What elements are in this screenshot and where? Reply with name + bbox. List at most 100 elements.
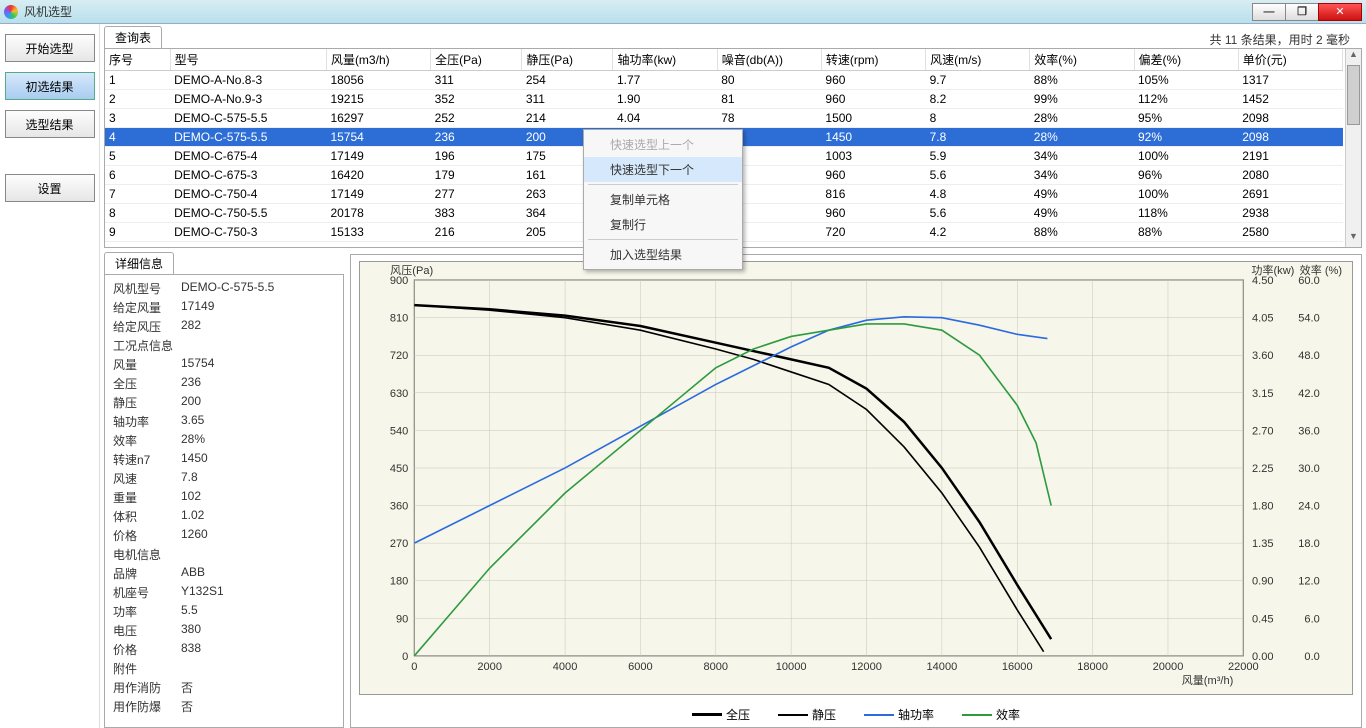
svg-text:18.0: 18.0 <box>1298 538 1320 550</box>
column-header[interactable]: 全压(Pa) <box>431 49 522 71</box>
svg-text:720: 720 <box>390 350 408 362</box>
column-header[interactable]: 静压(Pa) <box>522 49 613 71</box>
svg-text:2000: 2000 <box>477 661 502 673</box>
svg-text:3.60: 3.60 <box>1252 350 1274 362</box>
window-title: 风机选型 <box>24 3 1253 20</box>
detail-row: 给定风量17149 <box>113 298 335 317</box>
detail-row: 电机信息 <box>113 545 335 564</box>
ctx-prev: 快速选型上一个 <box>584 132 742 157</box>
detail-row: 功率5.5 <box>113 602 335 621</box>
legend-item: 轴功率 <box>864 706 934 723</box>
svg-text:90: 90 <box>396 613 408 625</box>
preliminary-result-button[interactable]: 初选结果 <box>5 72 95 100</box>
table-row[interactable]: 1DEMO-A-No.8-3180563112541.77809609.788%… <box>105 71 1343 90</box>
ctx-add-result[interactable]: 加入选型结果 <box>584 242 742 267</box>
svg-text:1.80: 1.80 <box>1252 501 1274 513</box>
svg-text:1.35: 1.35 <box>1252 538 1274 550</box>
detail-row: 价格1260 <box>113 526 335 545</box>
column-header[interactable]: 偏差(%) <box>1134 49 1238 71</box>
column-header[interactable]: 轴功率(kw) <box>613 49 717 71</box>
detail-row: 电压380 <box>113 621 335 640</box>
svg-text:14000: 14000 <box>927 661 958 673</box>
svg-text:3.15: 3.15 <box>1252 388 1274 400</box>
table-row[interactable]: 3DEMO-C-575-5.5162972522144.04781500828%… <box>105 109 1343 128</box>
detail-row: 全压236 <box>113 374 335 393</box>
svg-text:0.0: 0.0 <box>1304 651 1319 663</box>
svg-text:6000: 6000 <box>628 661 653 673</box>
column-header[interactable]: 效率(%) <box>1030 49 1134 71</box>
tab-detail[interactable]: 详细信息 <box>104 252 174 274</box>
svg-text:180: 180 <box>390 576 408 588</box>
column-header[interactable]: 单价(元) <box>1238 49 1342 71</box>
svg-text:18000: 18000 <box>1077 661 1108 673</box>
svg-text:540: 540 <box>390 425 408 437</box>
legend-item: 静压 <box>778 706 836 723</box>
app-icon <box>4 5 18 19</box>
svg-text:0.45: 0.45 <box>1252 613 1274 625</box>
close-button[interactable]: ✕ <box>1318 3 1362 21</box>
svg-text:20000: 20000 <box>1153 661 1184 673</box>
scroll-down-icon[interactable]: ▼ <box>1346 231 1361 247</box>
start-selection-button[interactable]: 开始选型 <box>5 34 95 62</box>
maximize-button[interactable]: ❐ <box>1285 3 1319 21</box>
table-row[interactable]: 2DEMO-A-No.9-3192153523111.90819608.299%… <box>105 90 1343 109</box>
detail-row: 效率28% <box>113 431 335 450</box>
detail-row: 附件 <box>113 659 335 678</box>
chart-legend: 全压静压轴功率效率 <box>351 705 1361 724</box>
svg-text:54.0: 54.0 <box>1298 313 1320 325</box>
ctx-copy-cell[interactable]: 复制单元格 <box>584 187 742 212</box>
svg-text:0.90: 0.90 <box>1252 576 1274 588</box>
ctx-next[interactable]: 快速选型下一个 <box>584 157 742 182</box>
svg-text:24.0: 24.0 <box>1298 501 1320 513</box>
detail-row: 重量102 <box>113 488 335 507</box>
svg-text:60.0: 60.0 <box>1298 275 1320 287</box>
column-header[interactable]: 型号 <box>170 49 326 71</box>
ctx-separator-2 <box>588 239 738 240</box>
settings-button[interactable]: 设置 <box>5 174 95 202</box>
ctx-separator-1 <box>588 184 738 185</box>
scroll-thumb[interactable] <box>1347 65 1360 125</box>
chart-panel: 090180270360450540630720810900风压(Pa)0200… <box>350 254 1362 728</box>
column-header[interactable]: 噪音(db(A)) <box>717 49 821 71</box>
svg-text:42.0: 42.0 <box>1298 388 1320 400</box>
context-menu: 快速选型上一个 快速选型下一个 复制单元格 复制行 加入选型结果 <box>583 129 743 270</box>
svg-text:30.0: 30.0 <box>1298 463 1320 475</box>
svg-text:16000: 16000 <box>1002 661 1033 673</box>
svg-text:360: 360 <box>390 501 408 513</box>
ctx-copy-row[interactable]: 复制行 <box>584 212 742 237</box>
detail-row: 机座号Y132S1 <box>113 583 335 602</box>
detail-row: 品牌ABB <box>113 564 335 583</box>
vertical-scrollbar[interactable]: ▲ ▼ <box>1345 49 1361 247</box>
detail-row: 风量15754 <box>113 355 335 374</box>
titlebar: 风机选型 — ❐ ✕ <box>0 0 1366 24</box>
detail-row: 轴功率3.65 <box>113 412 335 431</box>
detail-row: 转速n71450 <box>113 450 335 469</box>
selection-result-button[interactable]: 选型结果 <box>5 110 95 138</box>
performance-chart: 090180270360450540630720810900风压(Pa)0200… <box>360 262 1352 694</box>
tab-query-table[interactable]: 查询表 <box>104 26 162 48</box>
result-status: 共 11 条结果，用时 2 毫秒 <box>1210 31 1362 48</box>
svg-text:810: 810 <box>390 313 408 325</box>
svg-text:0: 0 <box>411 661 417 673</box>
query-panel: 序号型号风量(m3/h)全压(Pa)静压(Pa)轴功率(kw)噪音(db(A))… <box>104 48 1362 248</box>
legend-item: 全压 <box>692 706 750 723</box>
svg-text:6.0: 6.0 <box>1304 613 1319 625</box>
svg-text:450: 450 <box>390 463 408 475</box>
svg-text:2.25: 2.25 <box>1252 463 1274 475</box>
svg-text:12000: 12000 <box>851 661 882 673</box>
svg-text:10000: 10000 <box>776 661 807 673</box>
column-header[interactable]: 序号 <box>105 49 170 71</box>
svg-text:0.00: 0.00 <box>1252 651 1274 663</box>
svg-text:4.50: 4.50 <box>1252 275 1274 287</box>
svg-text:36.0: 36.0 <box>1298 425 1320 437</box>
detail-row: 给定风压282 <box>113 317 335 336</box>
svg-text:12.0: 12.0 <box>1298 576 1320 588</box>
column-header[interactable]: 风量(m3/h) <box>326 49 430 71</box>
column-header[interactable]: 转速(rpm) <box>821 49 925 71</box>
svg-text:风量(m³/h): 风量(m³/h) <box>1182 674 1234 687</box>
minimize-button[interactable]: — <box>1252 3 1286 21</box>
column-header[interactable]: 风速(m/s) <box>926 49 1030 71</box>
scroll-up-icon[interactable]: ▲ <box>1346 49 1361 65</box>
detail-row: 风速7.8 <box>113 469 335 488</box>
detail-row: 静压200 <box>113 393 335 412</box>
